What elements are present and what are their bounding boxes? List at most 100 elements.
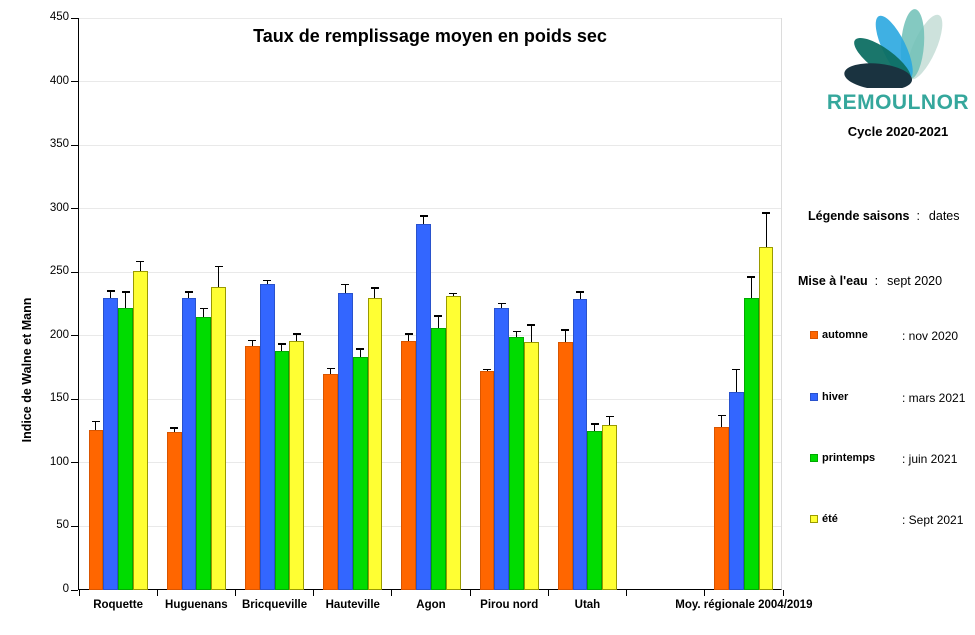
error-bar <box>423 215 425 224</box>
error-bar <box>125 291 126 308</box>
legend-label: automne <box>822 329 868 341</box>
error-bar <box>452 292 454 297</box>
x-tick <box>547 590 549 596</box>
error-bar-cap <box>136 260 145 263</box>
legend-item-automne: automne : nov 2020 <box>810 329 970 343</box>
error-bar-cap <box>121 291 130 293</box>
y-tick-label: 150 <box>49 392 69 405</box>
error-bar-cap <box>184 291 193 293</box>
error-bar-cap <box>762 212 771 214</box>
legend-launch: Mise à l'eau: sept 2020 <box>798 274 942 288</box>
x-tick <box>626 590 628 596</box>
legend-item-printemps: printemps : juin 2021 <box>810 452 970 466</box>
error-bar-cap <box>356 348 365 350</box>
error-bar-cap <box>732 368 741 371</box>
legend-heading-label: Légende saisons <box>808 209 910 223</box>
x-category-label: Agon <box>416 599 446 611</box>
gridline <box>79 81 781 83</box>
legend-swatch-hiver-icon <box>810 393 818 401</box>
y-tick-label: 200 <box>49 328 69 341</box>
legend-item-hiver: hiver : mars 2021 <box>810 391 970 405</box>
error-bar-cap <box>199 307 208 310</box>
error-bar <box>735 368 737 392</box>
legend-heading-value: dates <box>928 209 960 223</box>
logo-petals-icon <box>844 9 943 91</box>
bar-été <box>524 342 539 590</box>
bar-printemps <box>118 307 133 590</box>
x-category-label: Bricqueville <box>241 599 308 611</box>
error-bar <box>501 302 503 308</box>
bar-printemps <box>743 297 759 590</box>
legend-label: printemps <box>822 452 876 464</box>
error-bar-cap <box>747 276 756 278</box>
bar-été <box>758 246 774 590</box>
gridline <box>79 144 781 146</box>
error-bar <box>139 260 141 271</box>
error-bar <box>173 427 175 433</box>
error-bar-cap <box>512 330 521 333</box>
bar-hiver <box>729 391 744 590</box>
error-bar-cap <box>106 290 115 292</box>
error-bar <box>296 333 298 341</box>
x-category-label: Moy. régionale 2004/2019 <box>675 599 813 611</box>
bar-automne <box>401 340 417 590</box>
error-bar-cap <box>576 291 585 293</box>
x-tick <box>156 590 158 596</box>
legend-date: : mars 2021 <box>902 391 966 405</box>
error-bar <box>374 287 376 298</box>
bar-automne <box>166 432 182 590</box>
logo: REMOULNOR <box>822 4 974 115</box>
error-bar <box>95 420 97 430</box>
x-category-label: Roquette <box>93 599 144 611</box>
error-bar <box>330 367 332 374</box>
error-bar-cap <box>561 329 570 331</box>
legend-heading: Légende saisons: dates <box>808 209 960 223</box>
x-tick <box>391 590 393 596</box>
error-bar <box>188 291 190 298</box>
x-tick <box>782 590 784 596</box>
error-bar <box>110 290 112 298</box>
error-bar <box>750 276 752 298</box>
x-tick <box>78 590 80 596</box>
y-tick <box>71 462 78 464</box>
y-tick <box>71 271 78 273</box>
legend-item-ete: été : Sept 2021 <box>810 513 970 527</box>
error-bar-cap <box>341 283 350 286</box>
error-bar-cap <box>248 339 257 342</box>
error-bar <box>765 212 767 247</box>
y-tick <box>71 17 78 19</box>
error-bar-cap <box>483 368 492 371</box>
y-tick-label: 400 <box>49 74 69 87</box>
error-bar-cap <box>404 333 413 335</box>
error-bar-cap <box>419 215 428 217</box>
legend-date: : Sept 2021 <box>902 513 964 527</box>
cycle-label: Cycle 2020-2021 <box>847 124 949 139</box>
y-tick-label: 450 <box>49 11 69 23</box>
gridline <box>79 208 781 210</box>
x-category-label: Utah <box>574 599 601 611</box>
error-bar <box>251 339 253 346</box>
bar-printemps <box>431 328 446 590</box>
error-bar <box>594 423 596 432</box>
bar-automne <box>88 429 104 590</box>
chart-title: Taux de remplissage moyen en poids sec <box>253 26 607 46</box>
bar-hiver <box>259 283 275 590</box>
y-tick-label: 250 <box>49 265 69 278</box>
error-bar <box>359 348 361 358</box>
y-tick <box>71 144 78 146</box>
x-tick <box>704 590 706 596</box>
error-bar-cap <box>91 420 100 423</box>
bar-été <box>445 296 461 590</box>
error-bar <box>579 291 581 299</box>
y-tick-label: 300 <box>49 201 69 214</box>
y-tick <box>71 335 78 337</box>
x-tick <box>234 590 236 596</box>
error-bar <box>530 324 532 343</box>
error-bar-cap <box>214 265 223 268</box>
bar-automne <box>557 342 573 590</box>
error-bar-cap <box>590 423 599 425</box>
legend-launch-label: Mise à l'eau <box>798 274 868 288</box>
gridline <box>79 17 781 19</box>
bar-printemps <box>509 337 525 590</box>
plot-area: 0 50 100 150 200 250 300 350 400 450 Roquette Hugue… <box>50 11 813 611</box>
